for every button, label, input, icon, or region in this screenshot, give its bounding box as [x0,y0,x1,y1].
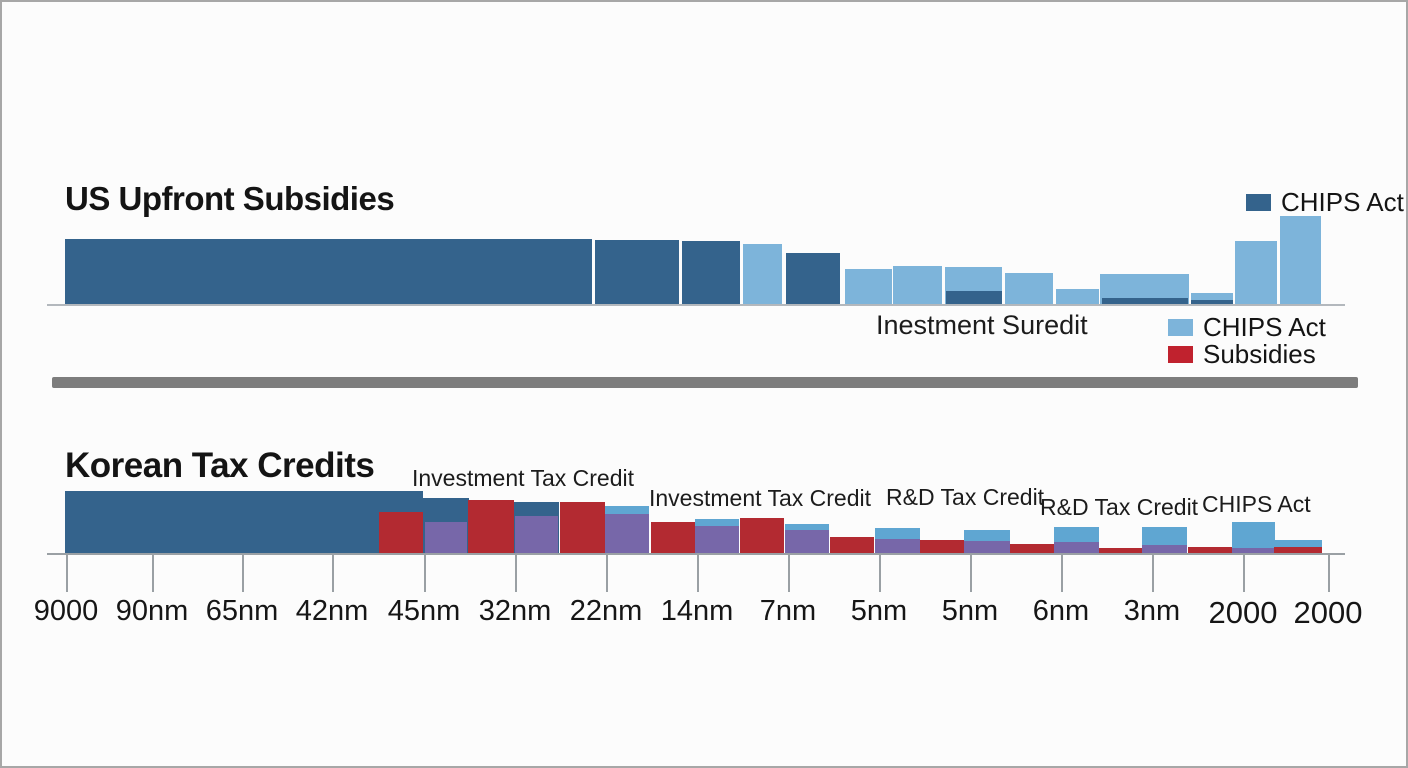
annotation-label: Investment Tax Credit [412,465,635,491]
top-chart-axis [47,304,1345,306]
axis-tick [1061,555,1063,592]
section-divider [52,377,1358,388]
axis-tick-label: 2000 [1208,595,1278,630]
axis-tick [66,555,68,592]
axis-tick [515,555,517,592]
top-legend-label: CHIPS Act [1281,187,1404,217]
annotation-label: R&D Tax Credit [886,484,1045,510]
bar-segment-light [743,244,782,304]
bar-segment-purple [1232,548,1275,553]
bar-segment-dark [946,291,1002,304]
axis-tick [606,555,608,592]
bar-segment-light [1005,273,1053,304]
bar-segment-dark [65,491,423,553]
subsidies-red-swatch-icon [1168,346,1193,363]
axis-tick [697,555,699,592]
bar-segment-light [1056,289,1099,304]
axis-tick-label: 7nm [759,595,817,627]
mid-legend-subsidies-label: Subsidies [1203,339,1316,369]
mid-legend-chips-label: CHIPS Act [1203,312,1326,342]
bar-segment-red [1188,547,1233,553]
bottom-chart-title: Korean Tax Credits [65,446,375,485]
bar-segment-red [560,502,605,553]
axis-tick-label: 5nm [850,595,908,627]
bar-segment-purple [875,539,920,553]
bar-segment-dark [595,240,679,304]
bar-segment-lightcap [1232,522,1275,553]
axis-tick [1152,555,1154,592]
bar-segment-red [920,540,964,553]
chips-act-dark-swatch-icon [1246,194,1271,211]
axis-tick-label: 32nm [478,595,552,627]
bar-segment-purple [605,514,649,553]
axis-tick [879,555,881,592]
axis-tick [242,555,244,592]
bar-segment-red [1010,544,1056,553]
axis-tick-label: 14nm [660,595,734,627]
axis-tick-label: 22nm [569,595,643,627]
bar-segment-purple [785,530,829,553]
axis-tick-label: 42nm [295,595,369,627]
axis-tick [152,555,154,592]
axis-tick-label: 6nm [1032,595,1090,627]
axis-tick-label: 65nm [205,595,279,627]
axis-tick-label: 3nm [1123,595,1181,627]
axis-tick [788,555,790,592]
bar-segment-light [893,266,942,304]
axis-tick [332,555,334,592]
annotation-label: R&D Tax Credit [1040,494,1199,520]
chips-act-light-swatch-icon [1168,319,1193,336]
annotation-label: Investment Tax Credit [649,485,872,511]
axis-tick-label: 45nm [387,595,461,627]
bar-segment-purple [425,522,467,553]
bar-segment-dark [682,241,740,304]
axis-tick [1243,555,1245,592]
bar-segment-red [651,522,695,553]
bar-segment-dark [65,239,592,304]
bar-segment-light [1280,216,1321,304]
bar-segment-light [845,269,892,304]
mid-legend-chips-act: CHIPS Act [1168,312,1326,343]
axis-tick [970,555,972,592]
axis-tick [424,555,426,592]
top-legend-chips-act: CHIPS Act [1246,187,1404,218]
bar-segment-purple [1142,545,1187,553]
annotation-label: CHIPS Act [1202,491,1311,517]
axis-tick-label: 90nm [115,595,189,627]
bar-segment-red [468,500,514,553]
bar-segment-purple [515,516,558,553]
bar-segment-red [740,518,784,553]
bar-segment-light [1191,293,1233,304]
axis-tick-label: 2000 [1293,595,1363,630]
axis-tick [1328,555,1330,592]
bar-segment-dark [1191,300,1233,304]
bar-segment-dark [1102,298,1188,304]
bar-segment-red [379,512,423,553]
bar-segment-purple [1054,542,1099,553]
bar-segment-purple [964,541,1010,553]
top-chart-title: US Upfront Subsidies [65,180,395,217]
bar-segment-red [1099,548,1143,553]
axis-tick-label: 9000 [33,595,99,627]
bottom-chart-axis [47,553,1345,555]
top-chart-axis-note: Inestment Suredit [876,310,1088,340]
bar-segment-dark [786,253,840,304]
bar-segment-red [830,537,874,553]
bar-segment-red [1274,547,1322,553]
mid-legend-subsidies: Subsidies [1168,339,1316,370]
axis-tick-label: 5nm [941,595,999,627]
bar-segment-purple [695,526,739,553]
bar-segment-light [1235,241,1277,304]
